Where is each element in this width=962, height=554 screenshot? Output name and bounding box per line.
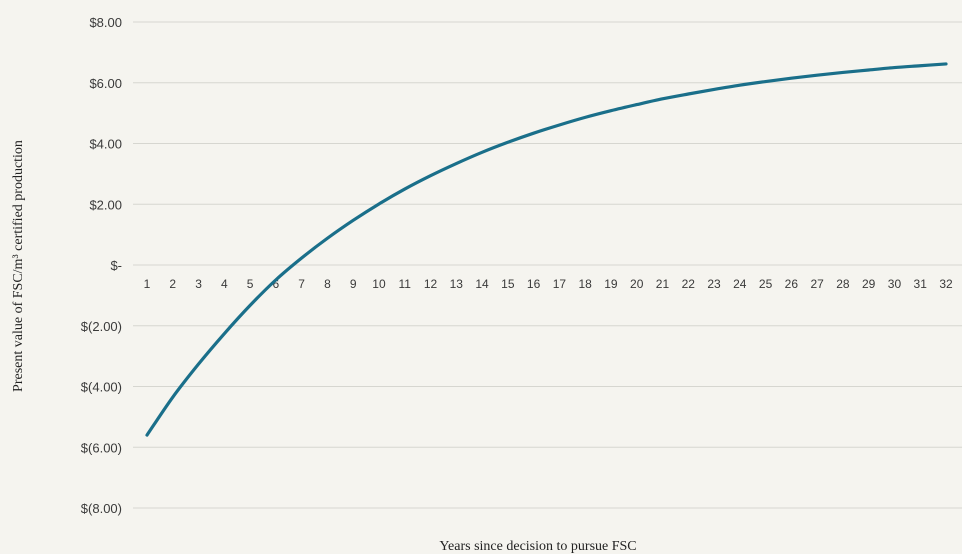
x-tick-label: 21 — [656, 277, 670, 291]
y-tick-labels: $8.00 $6.00 $4.00 $2.00 $- $(2.00) $(4.00) $(6.… — [81, 15, 122, 516]
x-tick-label: 27 — [810, 277, 824, 291]
data-point — [764, 80, 767, 83]
data-point — [919, 64, 922, 67]
data-point — [584, 116, 587, 119]
data-point — [274, 278, 277, 281]
data-point — [300, 257, 303, 260]
data-point — [481, 151, 484, 154]
data-point — [867, 68, 870, 71]
y-tick-label: $2.00 — [89, 197, 122, 212]
x-tick-label: 23 — [707, 277, 721, 291]
x-tick-label: 1 — [144, 277, 151, 291]
series-line-0 — [145, 62, 948, 437]
x-tick-label: 3 — [195, 277, 202, 291]
x-tick-label: 25 — [759, 277, 773, 291]
data-point — [609, 109, 612, 112]
data-point — [790, 77, 793, 80]
y-tick-label: $(4.00) — [81, 380, 122, 395]
data-point — [377, 202, 380, 205]
x-tick-label: 4 — [221, 277, 228, 291]
y-tick-label: $(8.00) — [81, 501, 122, 516]
x-tick-label: 12 — [424, 277, 438, 291]
data-point — [893, 66, 896, 69]
data-point — [841, 71, 844, 74]
y-tick-label: $6.00 — [89, 76, 122, 91]
data-point — [816, 74, 819, 77]
x-tick-label: 8 — [324, 277, 331, 291]
x-tick-label: 29 — [862, 277, 876, 291]
x-tick-label: 26 — [785, 277, 799, 291]
data-point — [532, 132, 535, 135]
x-tick-label: 15 — [501, 277, 515, 291]
data-point — [455, 162, 458, 165]
y-tick-label: $(2.00) — [81, 319, 122, 334]
x-tick-label: 16 — [527, 277, 541, 291]
data-point — [687, 92, 690, 95]
data-point — [429, 174, 432, 177]
x-tick-label: 32 — [939, 277, 953, 291]
data-point — [558, 123, 561, 126]
x-tick-label: 14 — [475, 277, 489, 291]
data-point — [403, 188, 406, 191]
x-tick-label: 19 — [604, 277, 618, 291]
x-tick-label: 31 — [914, 277, 928, 291]
data-point — [326, 237, 329, 240]
x-tick-label: 13 — [450, 277, 464, 291]
data-point — [661, 97, 664, 100]
grid-lines — [133, 21, 962, 509]
data-point — [249, 304, 252, 307]
y-tick-label: $4.00 — [89, 137, 122, 152]
x-axis-title: Years since decision to pursue FSC — [439, 539, 636, 554]
data-point — [197, 363, 200, 366]
x-tick-label: 20 — [630, 277, 644, 291]
data-point — [146, 434, 149, 437]
series-layer — [145, 62, 948, 437]
x-tick-label: 11 — [399, 277, 412, 291]
y-tick-label: $- — [110, 258, 122, 273]
data-point — [738, 84, 741, 87]
data-point — [506, 141, 509, 144]
x-tick-label: 9 — [350, 277, 357, 291]
x-tick-label: 5 — [247, 277, 254, 291]
data-point — [945, 62, 948, 65]
x-tick-label: 22 — [682, 277, 696, 291]
y-tick-label: $(6.00) — [81, 440, 122, 455]
x-tick-label: 10 — [372, 277, 386, 291]
x-tick-label: 2 — [169, 277, 176, 291]
x-tick-label: 30 — [888, 277, 902, 291]
data-point — [352, 219, 355, 222]
data-point — [713, 88, 716, 91]
x-tick-labels: 1 2 3 4 5 6 7 8 9 10 11 12 13 14 15 16 17 18 19 20 21 22 23 24 2… — [144, 277, 953, 291]
y-tick-label: $8.00 — [89, 15, 122, 30]
y-axis-title: Present value of FSC/m³ certified produc… — [11, 140, 26, 392]
data-point — [635, 103, 638, 106]
x-tick-label: 18 — [578, 277, 592, 291]
x-tick-label: 7 — [298, 277, 305, 291]
x-tick-label: 17 — [553, 277, 567, 291]
x-tick-label: 6 — [273, 277, 280, 291]
data-point — [223, 332, 226, 335]
x-tick-label: 24 — [733, 277, 747, 291]
x-tick-label: 28 — [836, 277, 850, 291]
data-point — [171, 396, 174, 399]
